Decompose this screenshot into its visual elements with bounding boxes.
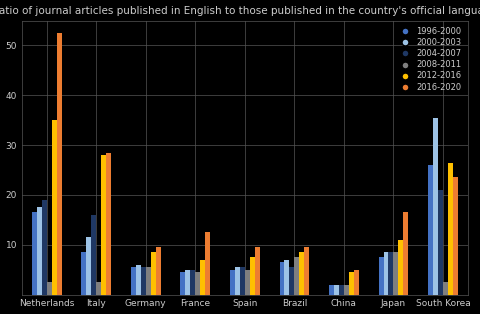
Bar <box>42 200 47 295</box>
Bar <box>279 262 285 295</box>
Bar <box>384 252 388 295</box>
Bar <box>185 270 191 295</box>
Bar <box>349 272 354 295</box>
Bar <box>235 267 240 295</box>
Bar <box>448 163 453 295</box>
Legend: 1996-2000, 2000-2003, 2004-2007, 2008-2011, 2012-2016, 2016-2020: 1996-2000, 2000-2003, 2004-2007, 2008-20… <box>394 25 464 94</box>
Bar <box>106 153 111 295</box>
Bar <box>285 260 289 295</box>
Bar <box>37 207 42 295</box>
Bar <box>388 252 394 295</box>
Bar <box>32 212 37 295</box>
Bar <box>289 267 294 295</box>
Bar <box>57 33 61 295</box>
Bar <box>96 282 101 295</box>
Bar <box>230 270 235 295</box>
Bar <box>245 270 250 295</box>
Bar <box>195 272 200 295</box>
Bar <box>136 265 141 295</box>
Bar <box>379 257 384 295</box>
Bar <box>52 120 57 295</box>
Bar <box>156 247 161 295</box>
Bar <box>255 247 260 295</box>
Bar <box>344 284 349 295</box>
Bar <box>433 118 438 295</box>
Bar <box>398 240 403 295</box>
Bar <box>141 267 146 295</box>
Bar <box>86 237 91 295</box>
Bar <box>191 270 195 295</box>
Bar <box>428 165 433 295</box>
Bar <box>151 252 156 295</box>
Bar <box>294 257 300 295</box>
Bar <box>304 247 309 295</box>
Bar <box>329 284 334 295</box>
Bar <box>81 252 86 295</box>
Bar <box>91 215 96 295</box>
Bar <box>438 190 443 295</box>
Bar <box>334 284 339 295</box>
Bar <box>453 177 458 295</box>
Bar <box>403 212 408 295</box>
Bar <box>339 284 344 295</box>
Bar <box>180 272 185 295</box>
Bar <box>250 257 255 295</box>
Bar <box>354 270 359 295</box>
Bar <box>394 252 398 295</box>
Bar <box>300 252 304 295</box>
Bar <box>131 267 136 295</box>
Bar <box>205 232 210 295</box>
Bar <box>443 282 448 295</box>
Bar <box>101 155 106 295</box>
Bar <box>200 260 205 295</box>
Bar <box>240 267 245 295</box>
Title: Ratio of journal articles published in English to those published in the country: Ratio of journal articles published in E… <box>0 6 480 16</box>
Bar <box>47 282 52 295</box>
Bar <box>146 267 151 295</box>
